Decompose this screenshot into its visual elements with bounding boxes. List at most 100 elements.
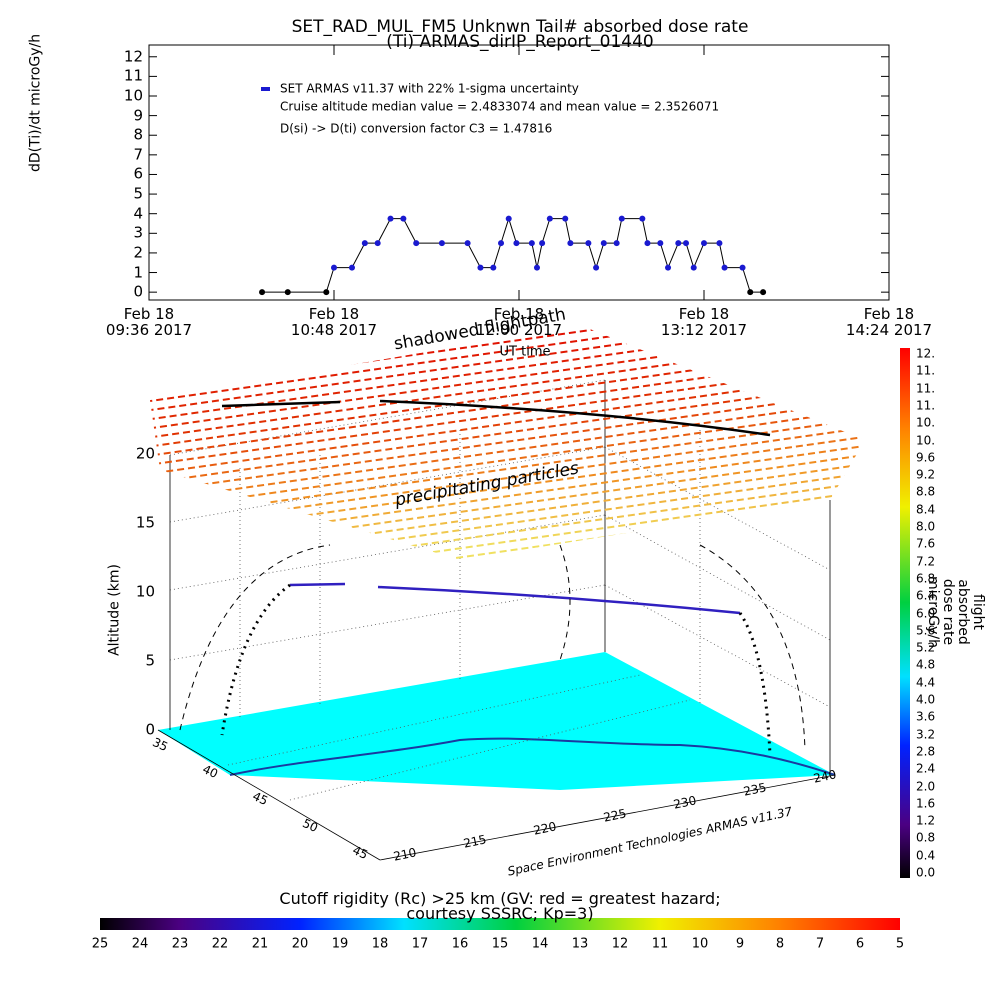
dose-point <box>739 264 746 271</box>
axes-frame <box>157 380 836 861</box>
surface-scene <box>150 325 865 861</box>
y-tick-label: 10 <box>123 86 143 105</box>
y-tick-label: 8 <box>133 125 143 144</box>
z-axis-label: Altitude (km) <box>106 564 123 656</box>
y-tick-label: 6 <box>133 164 143 183</box>
x-tick-label: Feb 18 10:48 2017 <box>290 305 378 339</box>
colorbar-label: 6.8 <box>916 571 936 586</box>
z-tick-label: 0 <box>145 720 155 739</box>
colorbar-label: 18 <box>371 936 389 952</box>
dose-point <box>665 264 672 271</box>
dose-point <box>284 289 291 296</box>
colorbar-label: 3.2 <box>916 727 936 742</box>
dose-point <box>690 264 697 271</box>
colorbar-label: 2.4 <box>916 761 936 776</box>
y-tick-label: 9 <box>133 106 143 125</box>
colorbar-label: 17 <box>411 936 429 952</box>
rigidity-colorbar <box>100 918 900 930</box>
colorbar-label: 6.4 <box>916 588 936 603</box>
colorbar-label: 2.0 <box>916 779 936 793</box>
dose-point <box>438 240 445 247</box>
shadow-flightpath <box>221 399 771 437</box>
colorbar-label: 4.8 <box>916 657 936 672</box>
colorbar-label: 3.6 <box>916 709 936 724</box>
colorbar-label: 8.8 <box>916 484 936 499</box>
dose-point <box>585 240 592 247</box>
dose-point <box>675 240 682 247</box>
colorbar-label: 9.6 <box>916 450 936 465</box>
z-tick-label: 5 <box>145 651 155 670</box>
colorbar-label: 1.2 <box>916 813 936 828</box>
coastline <box>229 737 836 776</box>
map-floor <box>158 652 835 790</box>
y-tick-label: 4 <box>133 204 143 223</box>
dose-point <box>721 264 728 271</box>
colorbar-label: 0.8 <box>916 830 936 845</box>
dose-point <box>567 240 574 247</box>
colorbar-label: 24 <box>131 936 149 952</box>
dose-point <box>498 240 505 247</box>
projection-lines <box>179 544 806 751</box>
dose-point <box>387 215 394 222</box>
colorbar-label: 9.2 <box>916 467 936 482</box>
legend-label: SET ARMAS v11.37 with 22% 1-sigma uncert… <box>280 81 579 96</box>
dose-point <box>747 289 754 296</box>
legend-marker <box>261 87 270 91</box>
dose-point <box>760 289 767 296</box>
colorbar-label: 8 <box>775 936 785 952</box>
colorbar-label: 2.8 <box>916 744 936 759</box>
x-tick-label: Feb 18 09:36 2017 <box>105 305 193 339</box>
y-tick-label: 1 <box>133 263 143 282</box>
dose-point <box>259 289 266 296</box>
colorbar-label: 0.0 <box>916 865 936 880</box>
colorbar-label: 22 <box>211 936 229 952</box>
flightpath <box>289 582 741 615</box>
colorbar-label: 14 <box>531 936 549 952</box>
z-tick-label: 15 <box>135 513 155 532</box>
colorbar-label: 11. <box>916 381 936 396</box>
annotation: Cruise altitude median value = 2.4833074… <box>280 99 720 114</box>
y-axis-label: dD(Ti)/dt microGy/h <box>27 33 44 172</box>
z-tick-label: 10 <box>135 582 155 601</box>
dose-point <box>639 215 646 222</box>
colorbar-label: 8.4 <box>916 502 936 517</box>
colorbar-label: 16 <box>451 936 469 952</box>
colorbar-label: 15 <box>491 936 509 952</box>
colorbar-label: 5.6 <box>916 623 936 638</box>
dose-point <box>348 264 355 271</box>
dose-point <box>593 264 600 271</box>
colorbar-title: Cutoff rigidity (Rc) >25 km (GV: red = g… <box>279 889 721 923</box>
y-tick-label: 3 <box>133 223 143 242</box>
dose-colorbar <box>900 348 910 878</box>
colorbar-label: 25 <box>91 936 109 952</box>
dose-point <box>539 240 546 247</box>
y-tick-label: 11 <box>123 66 143 85</box>
y-tick-label: 2 <box>133 243 143 262</box>
dose-point <box>331 264 337 271</box>
colorbar-label: 12 <box>611 936 629 952</box>
colorbar-title: flight absorbed dose rate microGy/h <box>925 576 986 648</box>
x-tick-label: Feb 18 13:12 2017 <box>660 305 748 339</box>
colorbar-label: 10 <box>691 936 709 952</box>
y-tick-label: 5 <box>133 184 143 203</box>
colorbar-label: 9 <box>735 936 745 952</box>
dose-point <box>618 215 625 222</box>
dose-point <box>477 264 484 271</box>
colorbar-label: 23 <box>171 936 189 952</box>
colorbar-label: 20 <box>291 936 309 952</box>
colorbar-label: 6 <box>855 936 865 952</box>
dose-point <box>644 240 651 247</box>
dose-point <box>657 240 664 247</box>
colorbar-label: 4.0 <box>916 692 936 707</box>
dose-point <box>361 240 368 247</box>
colorbar-label: 10. <box>916 415 936 430</box>
colorbar-label: 6.0 <box>916 606 936 620</box>
colorbar-label: 0.4 <box>916 848 936 863</box>
colorbar-label: 7.2 <box>916 554 936 569</box>
dose-point <box>323 289 330 296</box>
colorbar-label: 8.0 <box>916 519 936 534</box>
colorbar-label: 7 <box>815 936 825 952</box>
x-tick-label: Feb 18 12:00 2017 <box>475 305 563 339</box>
